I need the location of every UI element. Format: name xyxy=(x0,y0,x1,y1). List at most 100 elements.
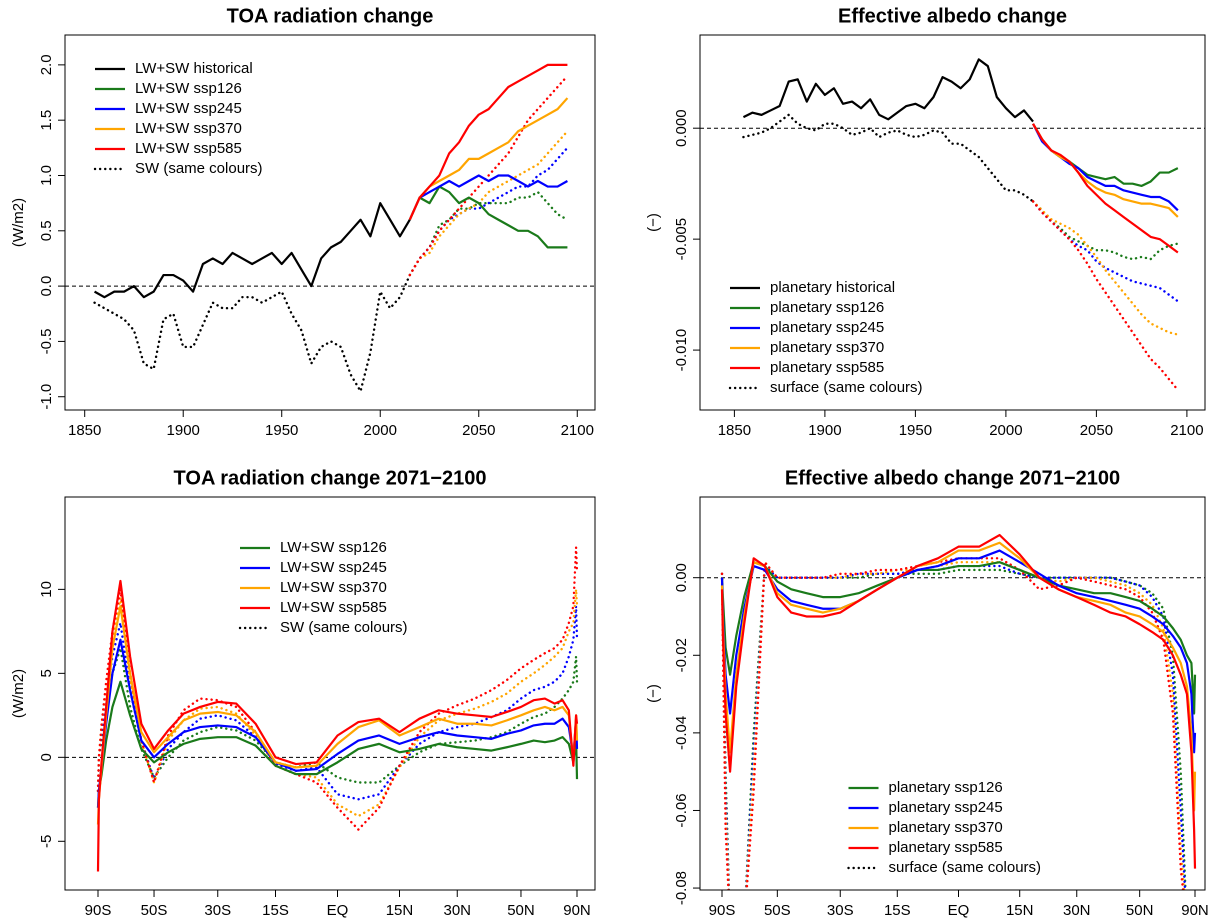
dotted-line xyxy=(408,146,569,277)
legend-label: LW+SW ssp585 xyxy=(135,140,242,157)
panel: TOA radiation change 2071−2100 (W/m2) 90S 5… xyxy=(10,467,596,919)
y-axis-label: (W/m2) xyxy=(10,669,27,718)
x-tick-label: 15S xyxy=(884,902,911,919)
legend-label: planetary ssp585 xyxy=(770,359,884,376)
x-tick-label: 2050 xyxy=(1080,422,1113,439)
legend-label: LW+SW ssp585 xyxy=(280,599,387,616)
y-tick-label: -0.08 xyxy=(673,871,690,905)
panel: Effective albedo change (−) 1850 1900 1950 20… xyxy=(645,5,1206,439)
y-tick-label: 0 xyxy=(38,753,55,761)
dotted-line xyxy=(96,588,579,818)
y-tick-label: 0.00 xyxy=(673,563,690,592)
line xyxy=(1032,123,1179,254)
plot-area xyxy=(700,58,1205,392)
x-tick-label: 90N xyxy=(1181,902,1209,919)
plot-area xyxy=(65,546,595,872)
dotted-line xyxy=(408,130,569,277)
plot-area xyxy=(65,63,595,393)
y-tick-label: 0.000 xyxy=(673,109,690,147)
legend: planetary historical planetary ssp126 plan… xyxy=(728,279,923,396)
chart-title: TOA radiation change xyxy=(227,5,434,27)
legend-label: LW+SW ssp126 xyxy=(280,539,387,556)
x-tick-label: 1850 xyxy=(68,422,101,439)
line xyxy=(742,58,1034,123)
legend: LW+SW ssp126 LW+SW ssp245 LW+SW ssp370 LW+S… xyxy=(238,539,408,636)
plot-frame xyxy=(64,496,596,891)
legend-label: surface (same colours) xyxy=(889,859,1042,876)
y-tick-label: -0.04 xyxy=(673,716,690,750)
x-tick-label: 15N xyxy=(386,902,414,919)
y-tick-label: 0.5 xyxy=(38,220,55,241)
legend-label: LW+SW ssp126 xyxy=(135,80,242,97)
x-tick-label: 2100 xyxy=(1170,422,1203,439)
line xyxy=(96,638,579,808)
legend-label: LW+SW ssp370 xyxy=(135,120,242,137)
x-tick-label: 50N xyxy=(507,902,535,919)
dotted-line xyxy=(1031,200,1180,303)
dotted-line xyxy=(96,546,579,831)
x-tick-label: 2100 xyxy=(561,422,594,439)
legend-label: LW+SW ssp370 xyxy=(280,579,387,596)
x-tick-label: 30N xyxy=(1063,902,1091,919)
y-tick-label: 0.0 xyxy=(38,276,55,297)
dotted-line xyxy=(1031,200,1180,336)
y-tick-label: -0.02 xyxy=(673,638,690,672)
dotted-line xyxy=(1031,200,1180,261)
plot-area xyxy=(700,533,1205,890)
line xyxy=(1032,123,1179,212)
plot-frame xyxy=(699,496,1206,891)
legend-label: planetary ssp370 xyxy=(889,819,1003,836)
x-tick-label: 1850 xyxy=(718,422,751,439)
x-tick-label: 1900 xyxy=(167,422,200,439)
line xyxy=(720,541,1197,812)
line xyxy=(96,605,579,825)
x-tick-label: 90N xyxy=(563,902,591,919)
y-axis-label: (W/m2) xyxy=(10,198,27,247)
x-tick-label: 15S xyxy=(262,902,289,919)
line xyxy=(408,174,568,221)
legend-label: planetary ssp126 xyxy=(770,299,884,316)
y-tick-label: -0.5 xyxy=(38,328,55,354)
chart-title: Effective albedo change 2071−2100 xyxy=(785,467,1120,489)
dotted-line xyxy=(93,273,411,393)
chart-title: Effective albedo change xyxy=(838,5,1067,27)
legend-label: planetary ssp126 xyxy=(889,779,1003,796)
x-tick-label: 30N xyxy=(443,902,471,919)
x-tick-label: 30S xyxy=(204,902,231,919)
line xyxy=(408,185,568,249)
y-tick-label: 2.0 xyxy=(38,54,55,75)
panel: TOA radiation change (W/m2) 1850 1900 1950 20… xyxy=(10,5,596,439)
line xyxy=(408,97,569,221)
dotted-line xyxy=(96,604,579,801)
line xyxy=(720,561,1197,715)
x-tick-label: 2000 xyxy=(989,422,1022,439)
y-axis-label: (−) xyxy=(645,213,662,232)
y-tick-label: 10 xyxy=(38,581,55,598)
legend: LW+SW historical LW+SW ssp126 LW+SW ssp245… xyxy=(93,60,263,177)
x-tick-label: EQ xyxy=(327,902,349,919)
legend-label: planetary historical xyxy=(770,279,895,296)
legend-label: planetary ssp585 xyxy=(889,839,1003,856)
dotted-line xyxy=(720,564,1187,890)
y-tick-label: 1.5 xyxy=(38,110,55,131)
line xyxy=(720,533,1197,869)
legend: planetary ssp126 planetary ssp245 planetar… xyxy=(847,779,1042,876)
legend-label: surface (same colours) xyxy=(770,379,923,396)
y-tick-label: 1.0 xyxy=(38,165,55,186)
line xyxy=(1032,123,1179,218)
y-tick-label: -0.010 xyxy=(673,329,690,372)
y-tick-label: -5 xyxy=(38,835,55,848)
x-tick-label: 90S xyxy=(709,902,736,919)
y-tick-label: -1.0 xyxy=(38,384,55,410)
chart-title: TOA radiation change 2071−2100 xyxy=(174,467,487,489)
y-tick-label: -0.06 xyxy=(673,793,690,827)
dotted-line xyxy=(408,190,569,277)
legend-label: LW+SW ssp245 xyxy=(135,100,242,117)
line xyxy=(1032,123,1179,187)
plot-frame xyxy=(64,34,596,411)
dotted-line xyxy=(742,113,1035,203)
legend-label: planetary ssp245 xyxy=(770,319,884,336)
legend-label: LW+SW historical xyxy=(135,60,253,77)
y-tick-label: 5 xyxy=(38,669,55,677)
x-tick-label: 50S xyxy=(764,902,791,919)
